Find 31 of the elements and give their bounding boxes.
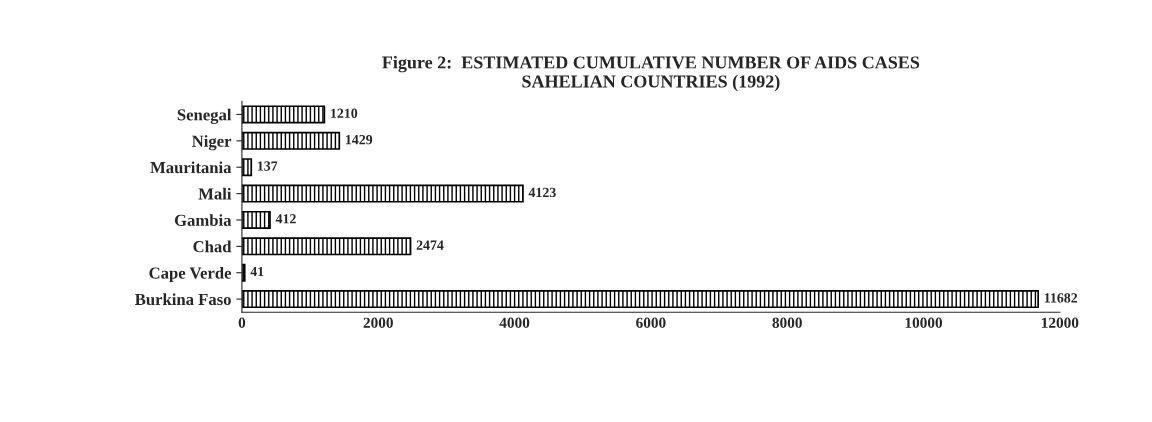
data-label: 412 (275, 214, 296, 224)
y-tick-label: Mauritania (150, 161, 232, 174)
y-tick-label: Niger (192, 135, 232, 151)
x-tick-label: 6000 (636, 317, 666, 328)
data-label: 4123 (528, 187, 556, 198)
bar (241, 184, 524, 203)
bar (241, 237, 412, 256)
y-tick-label: Chad (193, 240, 232, 253)
x-tick-label: 2000 (363, 317, 393, 328)
y-tick-label: Senegal (177, 108, 232, 124)
chart-title: Figure 2: ESTIMATED CUMULATIVE NUMBER OF AIDS CASES SAHELIAN COUNTRIES (1992) (382, 55, 920, 92)
data-label: 41 (250, 266, 264, 277)
data-label: 1210 (331, 108, 358, 118)
bar (241, 290, 1040, 309)
y-tick-label: Mali (198, 187, 232, 200)
y-tick-label: Gambia (174, 214, 232, 226)
bar (241, 131, 341, 150)
data-label: 11682 (1044, 293, 1078, 303)
bar (241, 105, 326, 124)
bar (241, 210, 271, 229)
data-label: 1429 (345, 134, 373, 145)
x-tick-label: 10000 (905, 317, 943, 328)
data-label: 2474 (416, 240, 444, 250)
bar (241, 158, 253, 177)
x-tick-label: 0 (238, 317, 246, 328)
x-tick-label: 4000 (499, 317, 530, 328)
data-label: 137 (257, 161, 278, 171)
x-tick-label: 12000 (1041, 317, 1079, 328)
y-tick-label: Burkina Faso (135, 293, 231, 306)
y-tick-label: Cape Verde (149, 266, 232, 283)
x-tick-label: 8000 (772, 317, 802, 328)
